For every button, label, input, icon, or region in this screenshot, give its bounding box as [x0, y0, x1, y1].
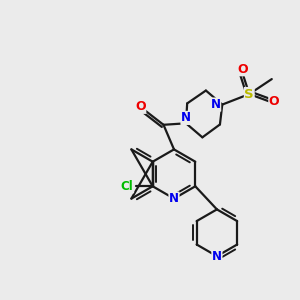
Text: N: N [212, 250, 222, 263]
Text: S: S [244, 88, 254, 100]
Text: Cl: Cl [121, 180, 134, 193]
Text: O: O [135, 100, 146, 113]
Text: N: N [181, 111, 191, 124]
Text: O: O [269, 95, 280, 108]
Text: N: N [211, 98, 221, 111]
Text: O: O [237, 63, 248, 76]
Text: N: N [169, 192, 179, 205]
